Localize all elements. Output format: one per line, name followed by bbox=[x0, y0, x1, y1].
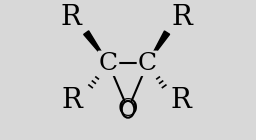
Text: O: O bbox=[118, 98, 138, 121]
Polygon shape bbox=[147, 31, 170, 63]
Text: R: R bbox=[172, 4, 193, 31]
Text: C: C bbox=[99, 52, 118, 75]
Text: R: R bbox=[170, 88, 191, 115]
Polygon shape bbox=[84, 31, 109, 63]
Text: R: R bbox=[60, 4, 81, 31]
Text: C: C bbox=[138, 52, 157, 75]
Ellipse shape bbox=[122, 101, 134, 118]
Text: R: R bbox=[62, 88, 83, 115]
